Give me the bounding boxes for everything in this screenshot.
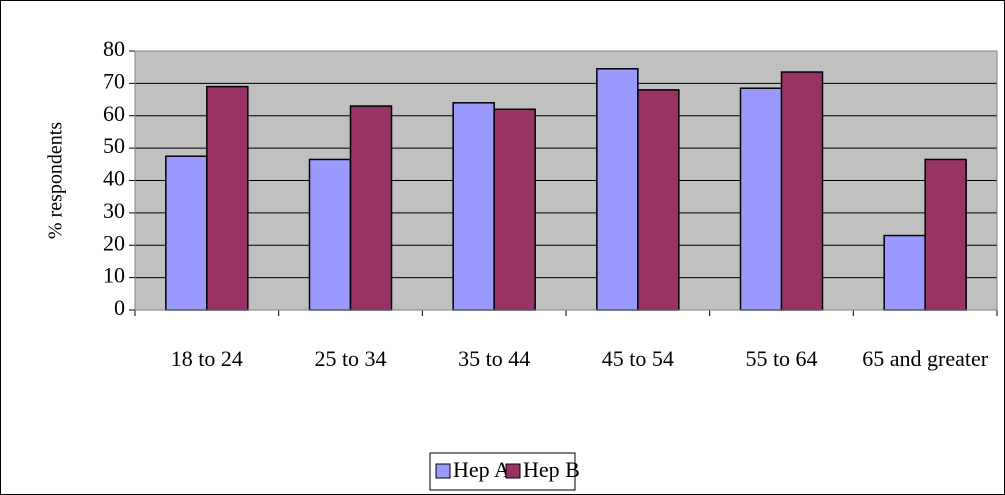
legend-label: Hep A bbox=[453, 457, 510, 482]
y-tick-label: 40 bbox=[103, 166, 125, 191]
y-tick-label: 10 bbox=[103, 263, 125, 288]
y-axis-label: % respondents bbox=[45, 122, 67, 239]
bar bbox=[493, 108, 536, 311]
x-tick-label: 55 to 64 bbox=[745, 346, 818, 371]
legend-box bbox=[429, 452, 576, 491]
x-tick-label: 65 and greater bbox=[862, 346, 989, 371]
x-tick-label: 25 to 34 bbox=[314, 346, 387, 371]
y-tick-label: 30 bbox=[103, 198, 125, 223]
y-tick-label: 20 bbox=[103, 230, 125, 255]
legend-swatch bbox=[435, 463, 451, 479]
x-tick-label: 45 to 54 bbox=[601, 346, 674, 371]
y-tick-label: 0 bbox=[114, 295, 125, 320]
bar bbox=[206, 85, 249, 311]
bar bbox=[883, 234, 926, 311]
bar bbox=[780, 71, 824, 311]
legend-swatch bbox=[505, 463, 521, 479]
bar bbox=[739, 87, 783, 311]
bar bbox=[596, 68, 639, 311]
x-tick-label: 35 to 44 bbox=[458, 346, 531, 371]
bar bbox=[637, 89, 680, 311]
bar bbox=[308, 158, 352, 311]
bar bbox=[452, 102, 495, 311]
y-tick-label: 60 bbox=[103, 101, 125, 126]
bar bbox=[349, 105, 393, 311]
y-tick-label: 70 bbox=[103, 68, 125, 93]
plot-border bbox=[134, 50, 998, 311]
x-tick-label: 18 to 24 bbox=[170, 346, 243, 371]
bar bbox=[924, 158, 967, 311]
legend-label: Hep B bbox=[523, 457, 580, 482]
bar bbox=[165, 155, 208, 311]
y-tick-label: 50 bbox=[103, 133, 125, 158]
y-tick-label: 80 bbox=[103, 36, 125, 61]
